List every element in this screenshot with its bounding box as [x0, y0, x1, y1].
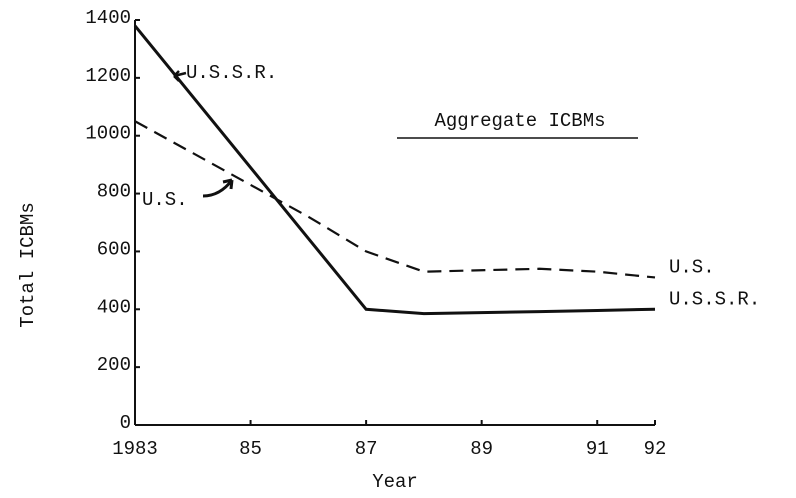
annotation: U.S. — [142, 189, 188, 211]
series-label: U.S. — [669, 256, 715, 278]
chart-title: Aggregate ICBMs — [434, 110, 605, 132]
y-tick-label: 600 — [97, 238, 131, 260]
series-line — [134, 120, 656, 279]
x-tick-label: 85 — [239, 438, 262, 460]
y-tick-label: 400 — [97, 296, 131, 318]
annotation: U.S.S.R. — [186, 62, 277, 84]
x-tick-label: 92 — [644, 438, 667, 460]
x-tick-label: 91 — [586, 438, 609, 460]
y-tick-label: 0 — [120, 412, 131, 434]
y-tick-label: 1400 — [85, 7, 131, 29]
y-tick-label: 200 — [97, 354, 131, 376]
y-tick-label: 1200 — [85, 65, 131, 87]
series-label: U.S.S.R. — [669, 288, 760, 310]
x-tick-label: 1983 — [112, 438, 158, 460]
series-line — [133, 24, 656, 316]
annotation-arrow — [202, 178, 234, 198]
x-tick-label: 89 — [470, 438, 493, 460]
x-axis-label: Year — [372, 471, 418, 493]
y-tick-label: 800 — [97, 181, 131, 203]
x-tick-label: 87 — [355, 438, 378, 460]
y-tick-label: 1000 — [85, 123, 131, 145]
y-axis-label: Total ICBMs — [17, 202, 39, 327]
